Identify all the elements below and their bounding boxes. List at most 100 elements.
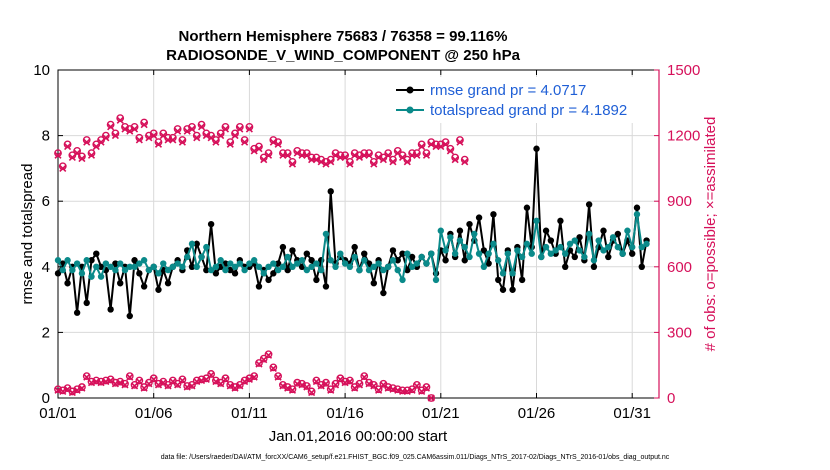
series-obs-assimilated [54,116,469,172]
point-obs-assimilated-20 [150,132,158,140]
point-obs-assimilated-4 [73,149,81,157]
point-totalspread-grand-pr-4-1892-73 [404,250,411,257]
point-obs-possible-low-64 [360,372,369,381]
point-obs-assimilated-61 [346,160,354,168]
point-obs-assimilated-10 [102,134,110,142]
point-obs-assimilated-75 [413,151,421,159]
point-rmse-grand-pr-4-0717-9 [97,263,105,270]
point-totalspread-grand-pr-4-1892-78 [428,250,435,257]
point-totalspread-grand-pr-4-1892-43 [260,270,267,277]
point-obs-assimilated-low-3 [68,388,76,397]
chart-subtitle: RADIOSONDE_V_WIND_COMPONENT @ 250 hPa [166,47,521,64]
point-totalspread-grand-pr-4-1892-47 [279,263,287,270]
point-totalspread-grand-pr-4-1892-38 [236,260,244,267]
point-obs-assimilated-28 [188,125,196,133]
point-totalspread-grand-pr-4-1892-25 [174,260,181,267]
point-obs-assimilated-39 [241,138,249,146]
point-obs-assimilated-low-56 [322,380,330,388]
point-obs-assimilated-low-61 [346,378,354,386]
point-totalspread-grand-pr-4-1892-81 [442,247,449,254]
series-line-totalspread-grand-pr-4-1892 [57,214,648,284]
point-totalspread-grand-pr-4-1892-95 [509,270,516,277]
axis-layer: 01/01 01/06 01/11 01/16 01/21 01/26 01/31 0 2 4 6 8… [33,62,700,422]
point-obs-assimilated-38 [236,125,244,133]
point-obs-assimilated-42 [255,145,263,153]
point-rmse-grand-pr-4-0717-46 [274,260,282,267]
point-rmse-grand-pr-4-0717-44 [265,276,272,284]
data-file-footer: data file: /Users/raeder/DAI/ATM_forcXX/… [161,454,670,461]
point-rmse-grand-pr-4-0717-36 [227,266,234,274]
point-totalspread-grand-pr-4-1892-40 [246,260,253,267]
point-totalspread-grand-pr-4-1892-112 [590,257,598,264]
point-obs-assimilated-low-57 [327,386,335,394]
point-totalspread-grand-pr-4-1892-36 [227,260,234,267]
point-totalspread-grand-pr-4-1892-19 [145,266,153,274]
point-totalspread-grand-pr-4-1892-111 [585,230,593,238]
point-rmse-grand-pr-4-0717-12 [112,260,119,267]
point-obs-assimilated-low-51 [298,381,306,389]
point-totalspread-grand-pr-4-1892-11 [107,263,114,270]
point-obs-assimilated-low-53 [308,388,316,397]
point-totalspread-grand-pr-4-1892-110 [581,253,588,261]
point-obs-assimilated-low-48 [284,384,292,392]
point-totalspread-grand-pr-4-1892-63 [356,266,363,274]
y-right-tick-label-0: 0 [667,390,675,407]
chart-title: Northern Hemisphere 75683 / 76358 = 99.1… [179,28,508,45]
point-obs-assimilated-66 [370,160,378,168]
point-totalspread-grand-pr-4-1892-28 [188,240,196,248]
point-obs-assimilated-low-11 [107,376,115,385]
point-obs-assimilated-low-62 [351,384,359,392]
point-obs-assimilated-31 [202,132,210,140]
point-totalspread-grand-pr-4-1892-12 [112,266,119,274]
point-totalspread-grand-pr-4-1892-68 [380,266,387,274]
point-rmse-grand-pr-4-0717-106 [562,263,569,270]
legend-rmse-marker [406,86,414,94]
point-totalspread-grand-pr-4-1892-92 [495,257,502,264]
point-rmse-grand-pr-4-0717-95 [509,286,516,293]
point-totalspread-grand-pr-4-1892-118 [619,250,626,257]
point-totalspread-grand-pr-4-1892-77 [423,260,430,267]
point-rmse-grand-pr-4-0717-105 [557,217,564,225]
point-totalspread-grand-pr-4-1892-93 [499,270,507,277]
point-rmse-grand-pr-4-0717-37 [231,270,239,277]
point-obs-assimilated-27 [183,127,191,135]
point-rmse-grand-pr-4-0717-49 [289,247,296,254]
point-totalspread-grand-pr-4-1892-90 [485,250,492,257]
point-obs-assimilated-15 [126,127,134,135]
y-axis-right-label: # of obs: o=possible; ×=assimilated [702,117,719,352]
point-totalspread-grand-pr-4-1892-96 [514,247,521,254]
point-totalspread-grand-pr-4-1892-1 [59,266,66,274]
point-obs-possible-low-58 [331,379,340,388]
point-totalspread-grand-pr-4-1892-16 [131,263,138,270]
point-rmse-grand-pr-4-0717-102 [542,227,550,234]
point-totalspread-grand-pr-4-1892-27 [183,253,191,261]
point-totalspread-grand-pr-4-1892-100 [533,217,540,225]
point-obs-assimilated-19 [145,134,153,142]
point-obs-assimilated-36 [226,140,234,148]
point-obs-assimilated-low-15 [126,373,134,381]
point-totalspread-grand-pr-4-1892-45 [270,260,277,267]
point-totalspread-grand-pr-4-1892-2 [64,257,71,264]
point-rmse-grand-pr-4-0717-31 [203,266,210,274]
y-right-tick-label-4: 1200 [667,128,700,145]
point-totalspread-grand-pr-4-1892-57 [327,257,334,264]
point-totalspread-grand-pr-4-1892-88 [475,250,483,257]
point-rmse-grand-pr-4-0717-53 [308,257,315,264]
point-totalspread-grand-pr-4-1892-52 [303,266,311,274]
point-obs-assimilated-low-6 [83,373,91,381]
point-rmse-grand-pr-4-0717-62 [351,243,358,251]
point-totalspread-grand-pr-4-1892-119 [624,227,631,234]
point-rmse-grand-pr-4-0717-91 [490,211,497,218]
point-rmse-grand-pr-4-0717-6 [83,299,90,307]
point-totalspread-grand-pr-4-1892-113 [595,237,602,244]
point-obs-assimilated-low-21 [154,381,163,389]
point-obs-assimilated-low-1 [59,387,67,396]
point-obs-possible-low-18 [140,383,149,391]
point-obs-possible-low-54 [312,376,321,385]
point-obs-possible-low-41 [250,372,259,381]
y-left-tick-label-5: 10 [33,62,50,79]
point-rmse-grand-pr-4-0717-81 [442,257,449,264]
point-obs-assimilated-low-40 [245,375,253,383]
point-totalspread-grand-pr-4-1892-108 [571,237,578,244]
